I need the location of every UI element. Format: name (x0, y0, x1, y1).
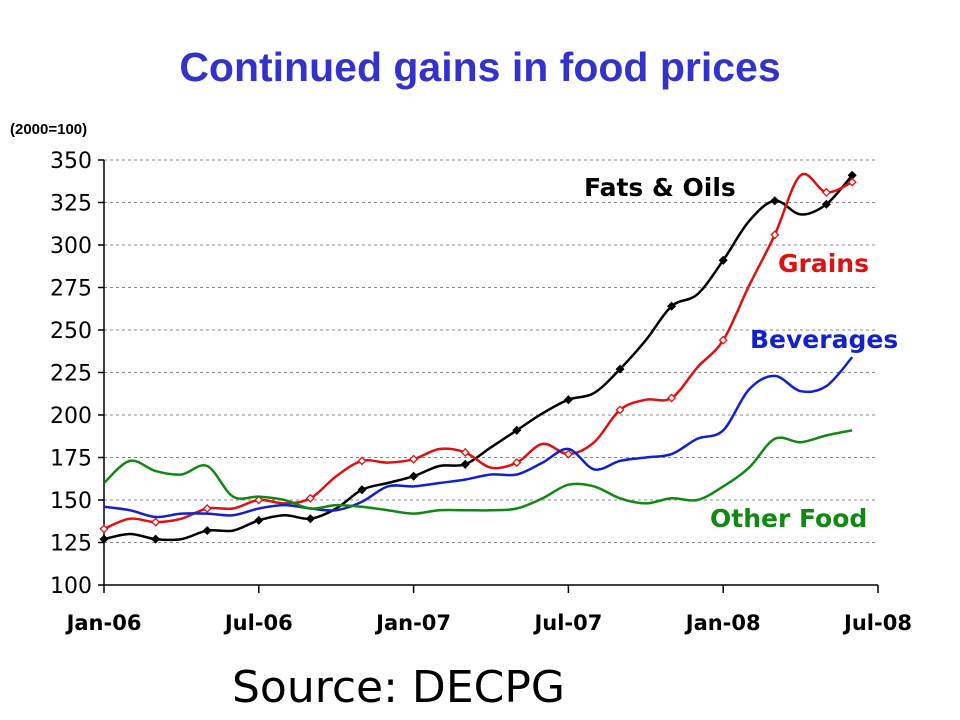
series-label-grains: Grains (778, 249, 869, 278)
data-point-grains (254, 495, 264, 505)
data-point-fats-oils (615, 364, 625, 374)
data-point-fats-oils (821, 199, 831, 209)
data-point-fats-oils (512, 425, 522, 435)
data-point-grains (821, 187, 831, 197)
data-point-fats-oils (202, 526, 212, 536)
axes (98, 159, 879, 593)
data-point-fats-oils (718, 255, 728, 265)
data-point-grains (202, 503, 212, 514)
data-point-grains (357, 456, 367, 466)
y-tick-label: 100 (50, 574, 92, 599)
data-point-fats-oils (305, 514, 315, 524)
y-tick-label: 300 (50, 234, 92, 259)
data-point-fats-oils (460, 459, 470, 469)
grid-lines (104, 159, 878, 543)
series-labels: Fats & Oils Grains Beverages Other Food (584, 173, 898, 533)
data-point-grains (151, 517, 161, 527)
y-tick-label: 250 (50, 319, 92, 344)
source-note: Source: DECPG (232, 662, 565, 713)
data-point-grains (409, 454, 419, 464)
data-point-grains (99, 524, 109, 534)
series-line-fats-oils (103, 174, 854, 542)
y-tick-label: 350 (50, 149, 92, 174)
x-tick-label: Jan-08 (684, 611, 761, 635)
x-tick-label: Jul-08 (842, 611, 912, 635)
y-tick-label: 275 (50, 277, 92, 302)
data-point-grains (847, 177, 857, 187)
y-tick-label: 150 (50, 489, 92, 514)
data-point-fats-oils (151, 534, 161, 544)
data-point-grains (770, 230, 780, 240)
data-point-fats-oils (99, 534, 109, 544)
data-point-grains (305, 493, 315, 503)
series-label-fats-oils: Fats & Oils (584, 173, 736, 202)
unit-label: (2000=100) (10, 121, 88, 138)
x-tick-label: Jan-06 (65, 611, 142, 635)
data-point-fats-oils (357, 485, 367, 495)
data-point-grains (718, 335, 728, 345)
x-tick-label: Jul-07 (532, 611, 602, 635)
y-tick-label: 125 (50, 532, 92, 557)
x-tick-labels: Jan-06 Jul-06 Jan-07 Jul-07 Jan-08 Jul-08 (65, 611, 912, 635)
series-label-beverages: Beverages (750, 325, 898, 354)
y-tick-label: 200 (50, 404, 92, 429)
y-tick-labels: 100 125 150 175 200 225 250 275 300 325 350 (50, 149, 92, 599)
data-point-grains (460, 447, 470, 457)
series-line-other-food (103, 429, 853, 515)
series-line-grains (103, 172, 853, 531)
data-point-fats-oils (563, 395, 573, 405)
x-tick-label: Jul-06 (223, 611, 293, 635)
data-point-fats-oils (770, 196, 780, 206)
series-label-other-food: Other Food (710, 504, 867, 533)
data-point-grains (667, 393, 677, 403)
data-point-grains (615, 405, 625, 415)
data-point-grains (512, 458, 522, 468)
series-lines (99, 170, 857, 544)
chart-title: Continued gains in food prices (179, 44, 781, 90)
y-tick-label: 225 (50, 362, 92, 387)
data-point-fats-oils (409, 471, 419, 481)
data-point-grains (563, 449, 573, 459)
x-tick-label: Jan-07 (374, 611, 451, 635)
y-tick-label: 175 (50, 447, 92, 472)
data-point-fats-oils (667, 301, 677, 311)
series-line-beverages (103, 356, 854, 519)
data-point-fats-oils (254, 515, 264, 525)
y-tick-label: 325 (50, 192, 92, 217)
